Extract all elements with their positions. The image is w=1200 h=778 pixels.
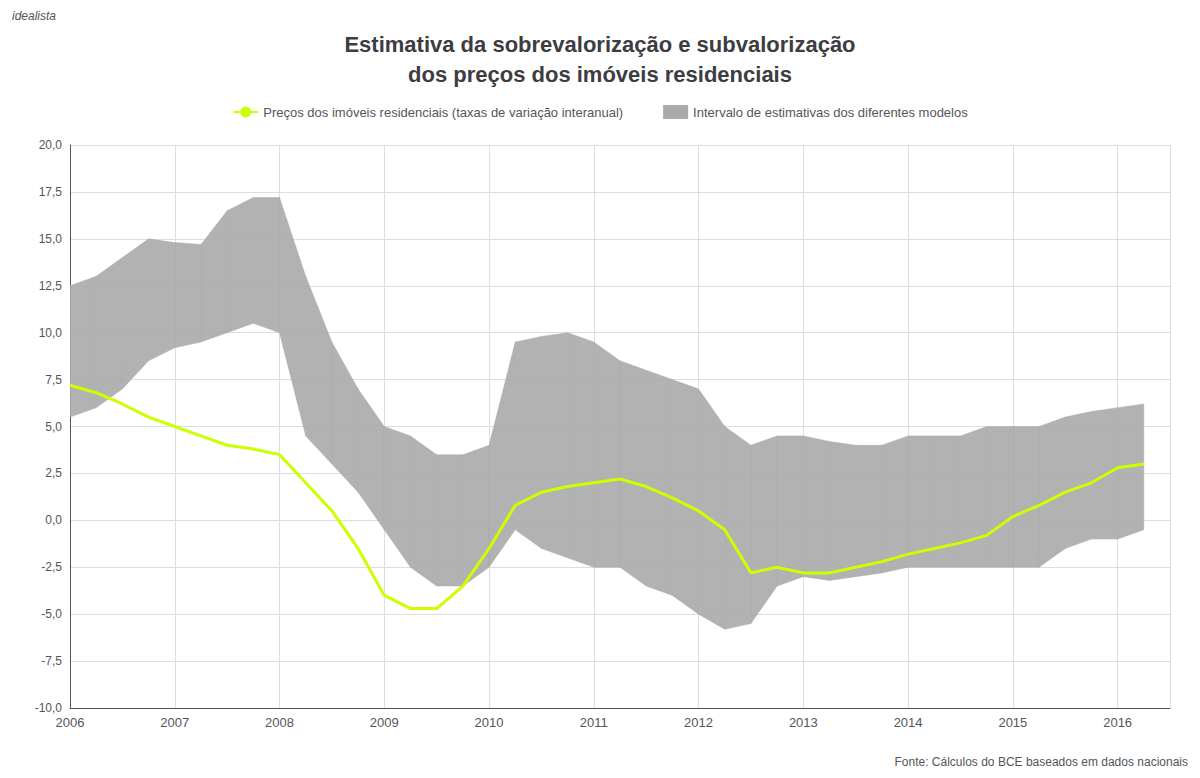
svg-text:-5,0: -5,0 [41,607,62,621]
svg-text:Preços dos imóveis residenciai: Preços dos imóveis residenciais (taxas d… [263,105,623,120]
svg-text:2007: 2007 [160,715,189,730]
svg-text:2009: 2009 [370,715,399,730]
svg-text:2011: 2011 [580,715,608,730]
svg-text:0,0: 0,0 [45,513,62,527]
svg-text:Fonte: Cálculos do BCE baseado: Fonte: Cálculos do BCE baseados em dados… [894,755,1188,769]
svg-text:-2,5: -2,5 [41,560,62,574]
svg-text:2014: 2014 [894,715,923,730]
svg-text:Intervalo de estimativas dos d: Intervalo de estimativas dos diferentes … [693,105,968,120]
svg-text:2010: 2010 [475,715,504,730]
svg-text:2,5: 2,5 [45,466,62,480]
svg-text:-10,0: -10,0 [35,701,63,715]
svg-text:17,5: 17,5 [39,185,63,199]
svg-text:2013: 2013 [789,715,818,730]
svg-text:idealista: idealista [12,9,56,23]
svg-text:dos preços dos imóveis residen: dos preços dos imóveis residenciais [408,62,792,87]
svg-text:10,0: 10,0 [39,326,63,340]
svg-text:12,5: 12,5 [39,279,63,293]
svg-text:2012: 2012 [684,715,713,730]
svg-text:20,0: 20,0 [39,138,63,152]
svg-text:-7,5: -7,5 [41,654,62,668]
svg-text:15,0: 15,0 [39,232,63,246]
svg-text:2006: 2006 [56,715,85,730]
svg-text:Estimativa da sobrevalorização: Estimativa da sobrevalorização e subvalo… [344,32,855,57]
svg-text:2015: 2015 [998,715,1027,730]
svg-text:7,5: 7,5 [45,373,62,387]
svg-text:5,0: 5,0 [45,420,62,434]
svg-text:2016: 2016 [1103,715,1132,730]
svg-text:2008: 2008 [265,715,294,730]
